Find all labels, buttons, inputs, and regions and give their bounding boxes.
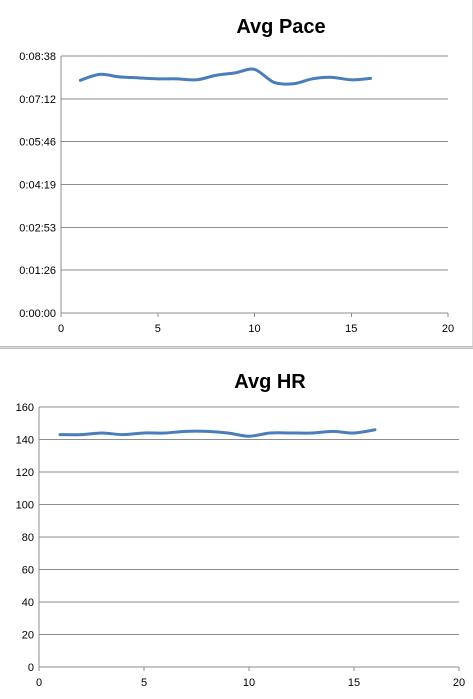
- pace-y-tick-label: 0:02:53: [19, 222, 56, 234]
- avg-pace-chart-panel: Avg Pace 0:00:00 0:01:26 0:02:53 0:04:19 0:05…: [0, 0, 473, 347]
- hr-y-tick-label: 80: [22, 532, 34, 544]
- hr-y-tick-label: 60: [22, 565, 34, 577]
- avg-hr-chart: Avg HR 0 20 40 60 80 100 120 140 160 0 5 10 15 20: [16, 371, 465, 689]
- hr-y-tick-label: 20: [22, 630, 34, 642]
- hr-y-tick-label: 40: [22, 597, 34, 609]
- hr-y-tick-label: 100: [16, 500, 34, 512]
- pace-y-tick-label: 0:00:00: [19, 308, 56, 320]
- pace-y-tick-label: 0:01:26: [19, 265, 56, 277]
- hr-y-tick-label: 160: [16, 402, 34, 414]
- hr-x-tick-label: 0: [36, 677, 42, 689]
- hr-y-tick-label: 140: [16, 435, 34, 447]
- pace-chart-title: Avg Pace: [236, 16, 325, 38]
- pace-y-tick-label: 0:05:46: [19, 137, 56, 149]
- hr-x-tick-label: 10: [243, 677, 255, 689]
- avg-pace-chart: Avg Pace 0:00:00 0:01:26 0:02:53 0:04:19 0:05…: [19, 16, 454, 335]
- pace-y-tick-label: 0:04:19: [19, 180, 56, 192]
- hr-x-tick-label: 5: [141, 677, 147, 689]
- avg-hr-chart-panel: Avg HR 0 20 40 60 80 100 120 140 160 0 5 10 15 20: [0, 349, 473, 699]
- pace-x-tick-label: 5: [155, 323, 161, 335]
- hr-x-tick-label: 15: [348, 677, 360, 689]
- pace-series-line: [78, 67, 373, 86]
- hr-series-line: [58, 428, 377, 438]
- pace-y-tick-label: 0:08:38: [19, 51, 56, 63]
- hr-y-tick-label: 120: [16, 467, 34, 479]
- hr-x-tick-label: 20: [453, 677, 465, 689]
- pace-x-tick-label: 10: [248, 323, 260, 335]
- pace-x-tick-label: 20: [442, 323, 454, 335]
- hr-y-tick-label: 0: [28, 662, 34, 674]
- pace-x-tick-label: 0: [58, 323, 64, 335]
- hr-chart-title: Avg HR: [234, 371, 306, 393]
- pace-x-tick-label: 15: [345, 323, 357, 335]
- pace-y-tick-label: 0:07:12: [19, 94, 56, 106]
- chart-divider: [0, 346, 473, 349]
